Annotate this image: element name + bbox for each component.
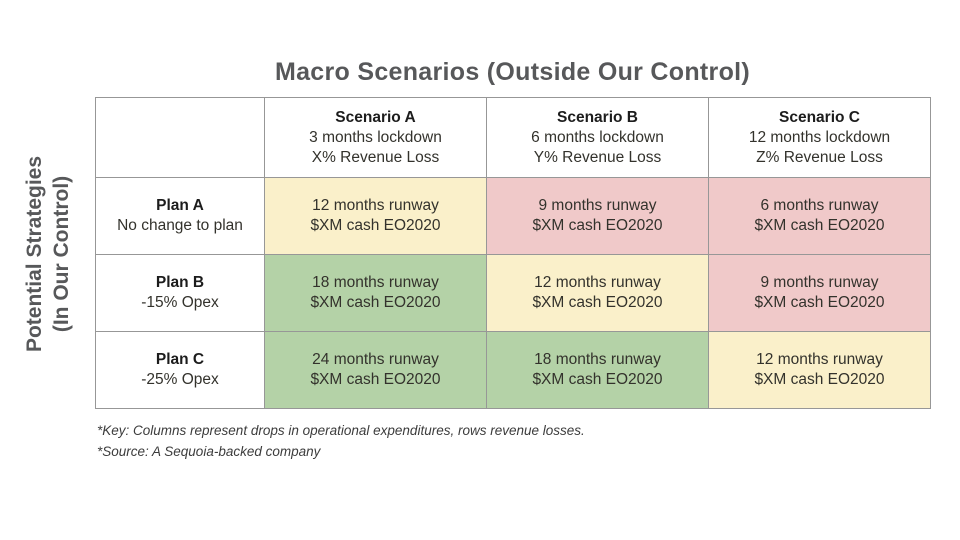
cell-line2: $XM cash EO2020 (532, 294, 663, 311)
cell-line1: 18 months runway (534, 351, 661, 368)
row-header-plan-a: Plan A No change to plan (96, 178, 265, 255)
matrix-cell-b1: 18 months runway $XM cash EO2020 (265, 255, 487, 332)
corner-cell (96, 98, 265, 178)
column-title: Scenario B (557, 108, 638, 126)
column-header-scenario-c: Scenario C 12 months lockdown Z% Revenue… (709, 98, 931, 178)
column-header-scenario-b: Scenario B 6 months lockdown Y% Revenue … (487, 98, 709, 178)
cell-line1: 9 months runway (538, 197, 657, 214)
cell-line2: $XM cash EO2020 (310, 294, 441, 311)
cell-line2: $XM cash EO2020 (532, 217, 663, 234)
plan-name: Plan A (156, 197, 204, 214)
plan-name: Plan C (155, 351, 205, 368)
cell-line2: $XM cash EO2020 (532, 371, 663, 388)
page-title: Macro Scenarios (Outside Our Control) (274, 58, 751, 86)
column-subtitle2: Y% Revenue Loss (533, 148, 662, 166)
cell-line1: 12 months runway (534, 274, 661, 291)
row-header-plan-c: Plan C -25% Opex (96, 332, 265, 409)
matrix-cell-a2: 9 months runway $XM cash EO2020 (487, 178, 709, 255)
column-subtitle: 6 months lockdown (531, 128, 664, 146)
plan-desc: No change to plan (117, 217, 243, 234)
matrix-cell-a1: 12 months runway $XM cash EO2020 (265, 178, 487, 255)
footnotes: *Key: Columns represent drops in operati… (97, 420, 585, 462)
cell-line1: 18 months runway (312, 274, 439, 291)
side-axis-line1: Potential Strategies (23, 155, 46, 353)
side-axis-label: Potential Strategies (In Our Control) (21, 104, 77, 404)
footnote-source: *Source: A Sequoia-backed company (97, 444, 321, 459)
plan-desc: -25% Opex (141, 371, 219, 388)
cell-line2: $XM cash EO2020 (310, 217, 441, 234)
cell-line2: $XM cash EO2020 (310, 371, 441, 388)
column-subtitle: 3 months lockdown (309, 128, 442, 146)
matrix-cell-c1: 24 months runway $XM cash EO2020 (265, 332, 487, 409)
cell-line1: 6 months runway (760, 197, 879, 214)
matrix-cell-b3: 9 months runway $XM cash EO2020 (709, 255, 931, 332)
column-subtitle2: X% Revenue Loss (311, 148, 440, 166)
column-title: Scenario A (335, 108, 416, 126)
column-subtitle2: Z% Revenue Loss (756, 148, 883, 166)
cell-line2: $XM cash EO2020 (754, 294, 885, 311)
cell-line1: 9 months runway (760, 274, 879, 291)
cell-line1: 12 months runway (756, 351, 883, 368)
column-header-scenario-a: Scenario A 3 months lockdown X% Revenue … (265, 98, 487, 178)
matrix-cell-a3: 6 months runway $XM cash EO2020 (709, 178, 931, 255)
footnote-key: *Key: Columns represent drops in operati… (97, 423, 585, 438)
cell-line1: 12 months runway (312, 197, 439, 214)
side-axis-line2: (In Our Control) (50, 175, 73, 333)
row-header-plan-b: Plan B -15% Opex (96, 255, 265, 332)
cell-line2: $XM cash EO2020 (754, 371, 885, 388)
cell-line2: $XM cash EO2020 (754, 217, 885, 234)
matrix-cell-c2: 18 months runway $XM cash EO2020 (487, 332, 709, 409)
plan-desc: -15% Opex (141, 294, 219, 311)
column-subtitle: 12 months lockdown (748, 128, 891, 146)
column-title: Scenario C (779, 108, 860, 126)
matrix-cell-b2: 12 months runway $XM cash EO2020 (487, 255, 709, 332)
scenario-matrix: Scenario A 3 months lockdown X% Revenue … (95, 97, 931, 409)
cell-line1: 24 months runway (312, 351, 439, 368)
plan-name: Plan B (155, 274, 205, 291)
matrix-cell-c3: 12 months runway $XM cash EO2020 (709, 332, 931, 409)
